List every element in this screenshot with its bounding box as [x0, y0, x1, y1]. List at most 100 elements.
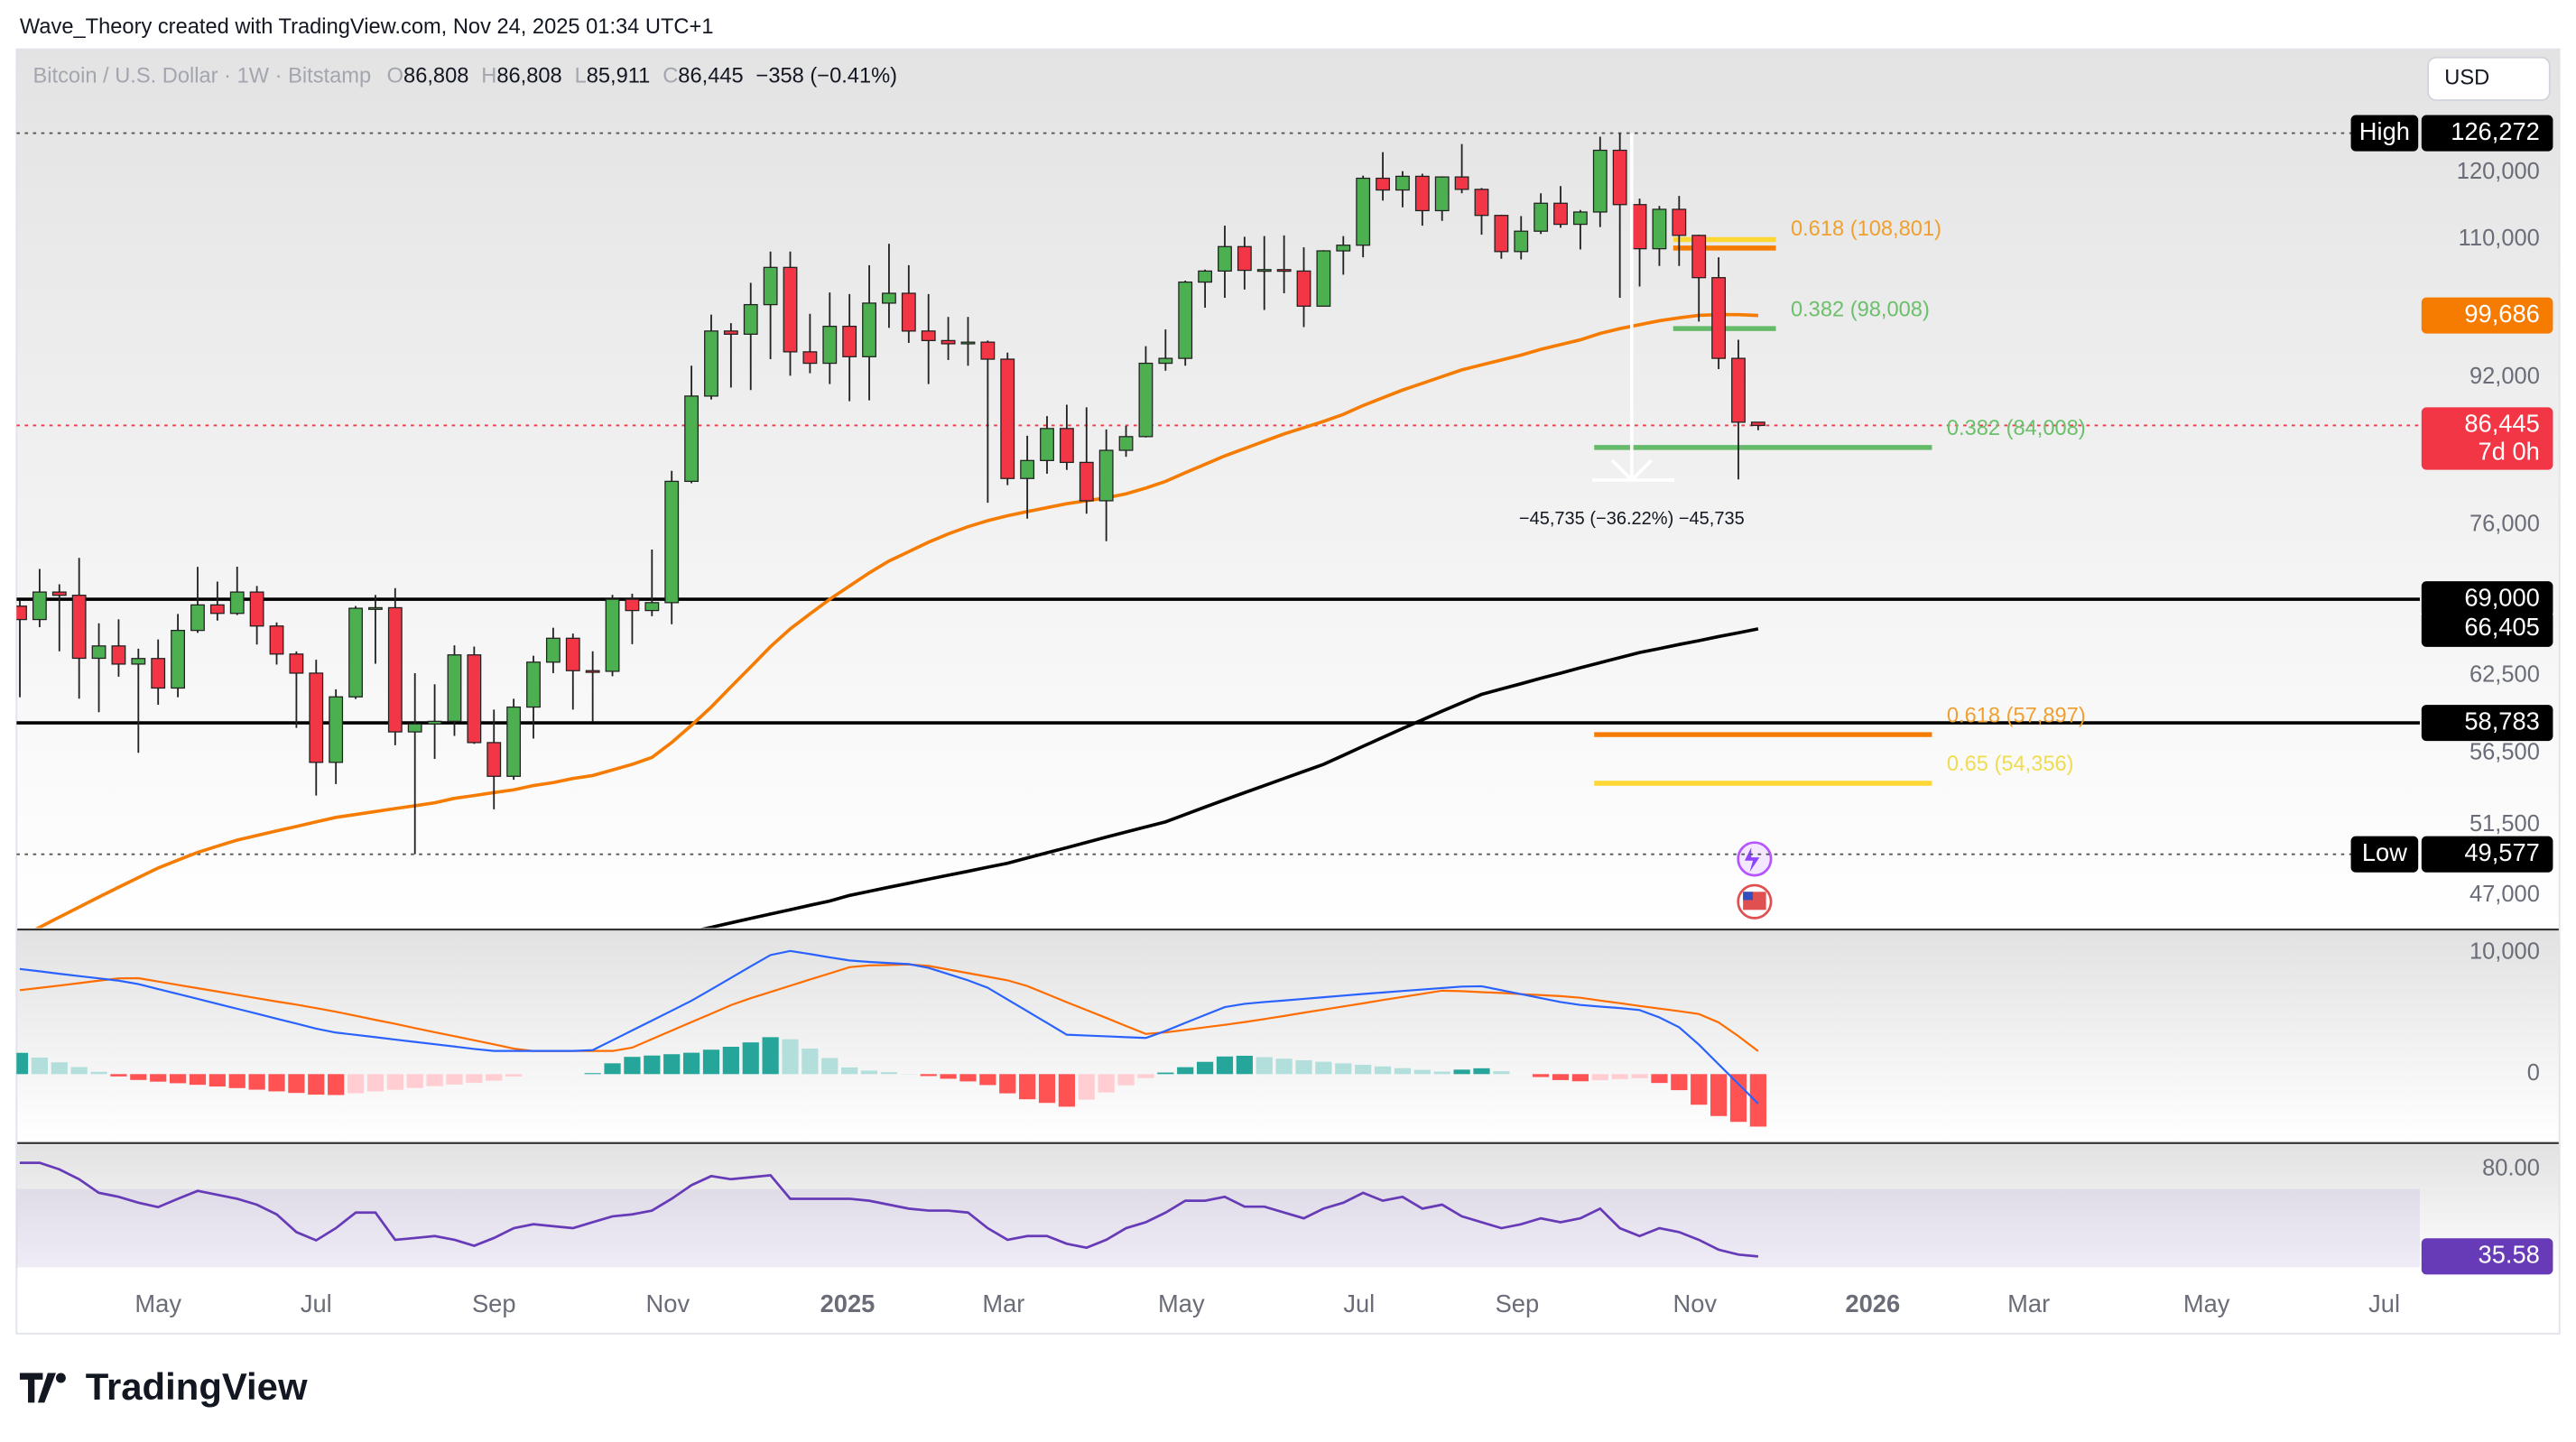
candle-body	[1691, 235, 1707, 279]
candle-body	[605, 598, 620, 672]
ohlc-key: L	[575, 65, 587, 88]
macd-histogram-bar	[1374, 1066, 1392, 1075]
macd-histogram-bar	[1473, 1068, 1490, 1075]
macd-histogram-bar	[16, 1052, 29, 1075]
candle-body	[783, 266, 798, 353]
macd-histogram-bar	[1177, 1067, 1194, 1075]
price-tag	[2421, 581, 2553, 618]
candle-body	[1612, 149, 1627, 206]
macd-histogram-bar	[308, 1074, 325, 1095]
rsi-plot	[16, 1161, 2421, 1268]
y-tick-label: 110,000	[2459, 226, 2540, 251]
candle-body	[506, 706, 522, 777]
currency-button[interactable]	[2427, 56, 2551, 101]
candle-body	[131, 658, 146, 665]
macd-histogram-bar	[208, 1074, 226, 1087]
macd-histogram-bar	[90, 1071, 107, 1075]
x-tick-label: Mar	[982, 1289, 1024, 1317]
macd-histogram-bar	[110, 1074, 127, 1077]
candle-body	[1218, 245, 1232, 273]
macd-histogram-bar	[505, 1074, 523, 1077]
fib-label: 0.382 (98,008)	[1791, 298, 1930, 321]
candle-body	[1098, 449, 1114, 502]
candle-body	[269, 625, 284, 655]
macd-histogram-bar	[1335, 1063, 1352, 1075]
x-tick-label: May	[2183, 1289, 2230, 1317]
candle-body	[1494, 215, 1509, 253]
macd-histogram-bar	[1413, 1069, 1431, 1075]
moving-average	[34, 312, 1758, 929]
candle-body	[71, 595, 87, 660]
candle-body	[387, 606, 403, 733]
macd-histogram-bar	[1058, 1074, 1076, 1107]
x-tick-label: 2025	[820, 1289, 876, 1317]
macd-histogram-bar	[31, 1057, 48, 1075]
macd-histogram-bar	[150, 1074, 167, 1082]
candle-body	[960, 341, 976, 345]
macd-histogram-bar	[268, 1074, 285, 1092]
macd-histogram-bar	[466, 1074, 483, 1083]
x-tick-label: May	[134, 1289, 181, 1317]
macd-histogram-bar	[682, 1052, 700, 1075]
rsi-band	[16, 1188, 2421, 1268]
price-tag	[2421, 610, 2553, 647]
candle-body	[1652, 208, 1667, 250]
macd-histogram-bar	[821, 1058, 839, 1075]
price-tag-prefix	[2350, 115, 2419, 152]
macd-histogram-bar	[1571, 1074, 1589, 1082]
x-tick-label: May	[1158, 1289, 1205, 1317]
macd-histogram-bar	[782, 1039, 799, 1075]
macd-histogram-bar	[486, 1074, 503, 1081]
candle-body	[1316, 250, 1331, 307]
macd-histogram-bar	[1749, 1074, 1766, 1127]
candle-body	[111, 645, 126, 665]
candle-body	[862, 302, 876, 357]
currency-label[interactable]: USD	[2444, 67, 2489, 90]
rsi-pane-bg	[16, 1144, 2560, 1277]
moving-average	[700, 627, 1759, 929]
candle-body	[407, 723, 422, 733]
candle-body	[1414, 175, 1430, 212]
macd-histogram-bar	[604, 1063, 621, 1075]
candle-body	[565, 637, 580, 671]
macd-histogram-bar	[228, 1074, 246, 1088]
brand-logo: TradingView	[19, 1365, 308, 1408]
candle-body	[1138, 362, 1154, 438]
macd-histogram-bar	[860, 1070, 878, 1075]
ohlc-value: 86,808	[496, 65, 561, 88]
macd-histogram-bar	[51, 1062, 68, 1075]
price-tag	[2421, 705, 2553, 742]
macd-histogram-bar	[366, 1074, 385, 1092]
candle-body	[1296, 270, 1311, 307]
candle-body	[229, 591, 245, 615]
price-tag	[2421, 1238, 2553, 1275]
ohlc-value: 85,911	[587, 65, 651, 88]
candle-body	[1158, 357, 1173, 365]
candle-body	[1000, 358, 1015, 479]
attribution: Wave_Theory created with TradingView.com…	[20, 15, 714, 39]
chart-frame	[15, 48, 2561, 1335]
candle-body	[1632, 204, 1647, 250]
price-tag-label: 69,000	[2464, 583, 2540, 611]
candle-body	[1079, 461, 1094, 502]
candle-body	[1040, 428, 1054, 461]
macd-histogram-bar	[1710, 1074, 1728, 1116]
macd-histogram-bar	[940, 1074, 957, 1079]
fib-label: 0.618 (57,897)	[1947, 704, 2086, 727]
candle-body	[822, 325, 838, 365]
macd-histogram-bar	[1295, 1059, 1312, 1075]
macd-line	[19, 949, 1759, 1105]
price-tag-label: 66,405	[2464, 613, 2540, 641]
y-tick-label: 47,000	[2469, 882, 2540, 907]
x-tick-label: Jul	[1343, 1289, 1375, 1317]
candle-body	[151, 658, 166, 689]
change: −358 (−0.41%)	[756, 65, 898, 88]
candle-body	[16, 605, 27, 621]
macd-histogram-bar	[169, 1074, 187, 1084]
macd-histogram-bar	[1433, 1071, 1450, 1075]
macd-histogram-bar	[920, 1074, 937, 1077]
macd-histogram-bar	[70, 1067, 88, 1075]
macd-histogram-bar	[446, 1074, 463, 1085]
macd-histogram-bar	[1493, 1071, 1510, 1075]
macd-histogram-bar	[1631, 1074, 1648, 1078]
